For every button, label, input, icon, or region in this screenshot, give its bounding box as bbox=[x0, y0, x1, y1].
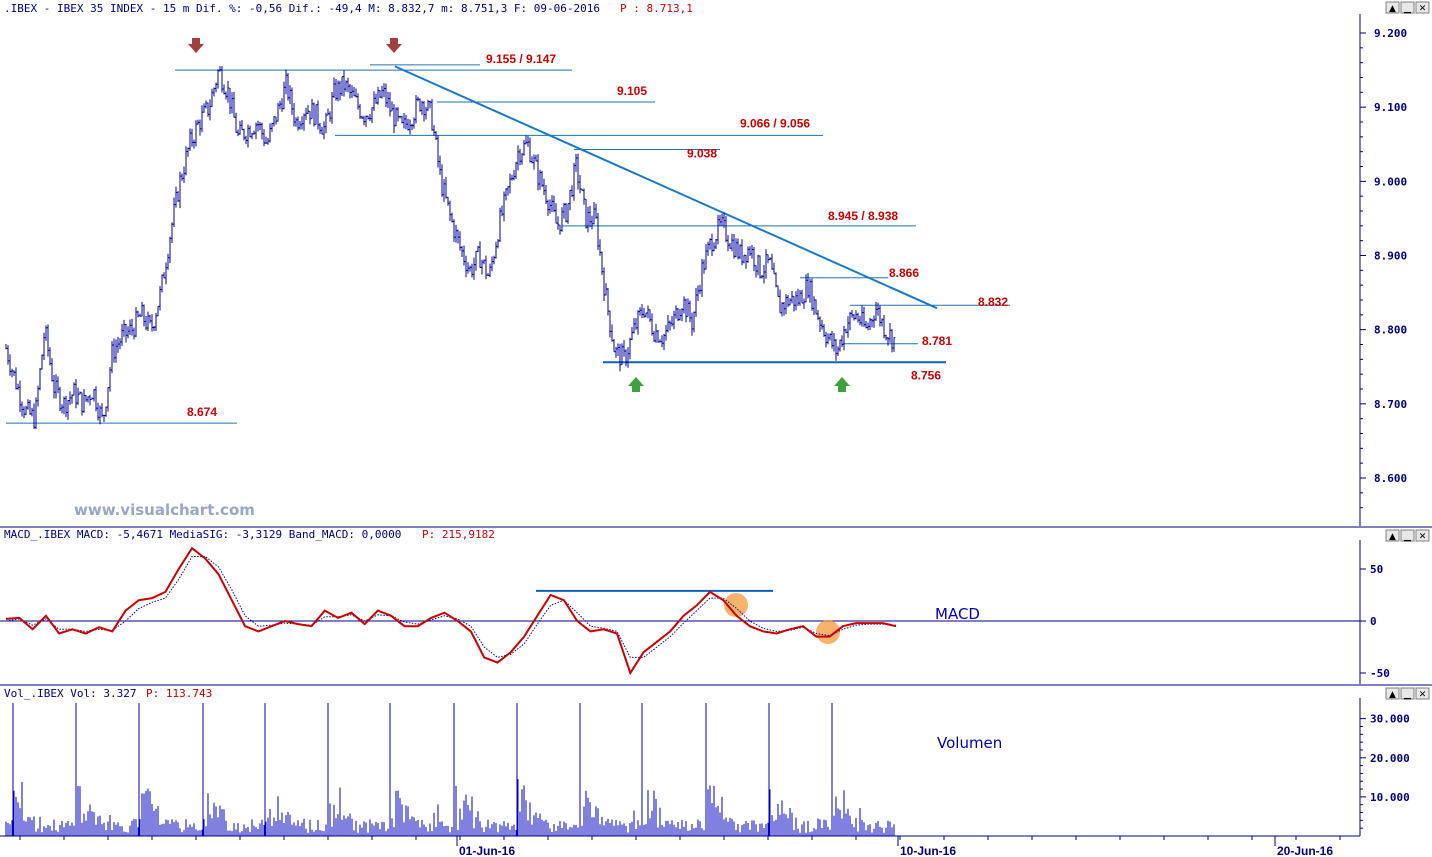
price-tick-label: 8.700 bbox=[1374, 398, 1407, 411]
volume-tick-label: 20.000 bbox=[1370, 752, 1410, 765]
support-resistance-lines bbox=[6, 64, 1010, 424]
volume-y-axis: 30.000 20.000 10.000 bbox=[1360, 713, 1410, 829]
macd-title: MACD bbox=[935, 605, 980, 623]
level-label: 9.105 bbox=[617, 84, 647, 98]
level-label: 8.756 bbox=[911, 368, 941, 382]
price-tick-label: 9.100 bbox=[1374, 101, 1407, 114]
macd-tick-label: 0 bbox=[1370, 615, 1377, 628]
level-labels: 9.155 / 9.147 9.105 9.066 / 9.056 9.038 8.94… bbox=[187, 52, 1008, 419]
macd-line bbox=[5, 546, 897, 676]
x-tick-label: 01-Jun-16 bbox=[459, 844, 515, 857]
price-bars bbox=[5, 66, 896, 430]
up-button-icon: ▲ bbox=[1389, 532, 1396, 542]
level-label: 9.038 bbox=[687, 146, 717, 160]
close-button[interactable]: ✕ bbox=[1415, 529, 1430, 542]
up-button[interactable]: ▲ bbox=[1385, 687, 1400, 700]
close-button[interactable]: ✕ bbox=[1415, 1, 1430, 14]
level-label: 8.674 bbox=[187, 405, 217, 419]
price-y-axis: 9.200 9.100 9.000 8.900 8.800 8.700 8.600 bbox=[1360, 27, 1407, 509]
minimize-button-frame bbox=[1400, 1, 1415, 14]
price-header-last: P : 8.713,1 bbox=[620, 2, 693, 15]
price-tick-label: 9.000 bbox=[1374, 175, 1407, 188]
x-tick-label: 20-Jun-16 bbox=[1277, 844, 1333, 857]
macd-tick-label: 50 bbox=[1370, 563, 1383, 576]
price-panel: 9.155 / 9.147 9.105 9.066 / 9.056 9.038 8.94… bbox=[5, 38, 1010, 430]
price-tick-label: 8.600 bbox=[1374, 472, 1407, 485]
minimize-button-frame bbox=[1400, 529, 1415, 542]
level-label: 8.945 / 8.938 bbox=[828, 209, 898, 223]
level-label: 8.866 bbox=[889, 266, 919, 280]
minimize-button[interactable]: ▁ bbox=[1400, 1, 1415, 14]
up-button-icon: ▲ bbox=[1389, 690, 1396, 700]
minimize-button[interactable]: ▁ bbox=[1400, 687, 1415, 700]
volume-tick-label: 10.000 bbox=[1370, 791, 1410, 804]
price-window-buttons: ▲ ▁ ✕ bbox=[1385, 1, 1430, 14]
volume-header-last: P: 113.743 bbox=[146, 687, 212, 700]
close-button-icon: ✕ bbox=[1419, 4, 1427, 14]
arrow-down-icon bbox=[188, 38, 204, 53]
close-button-frame bbox=[1415, 687, 1430, 700]
macd-header-last: P: 215,9182 bbox=[422, 528, 495, 541]
down-trendline bbox=[394, 65, 938, 310]
volume-tick-label: 30.000 bbox=[1370, 713, 1410, 726]
price-header: .IBEX - IBEX 35 INDEX - 15 m Dif. %: -0,… bbox=[4, 2, 600, 15]
arrow-down-icon bbox=[386, 38, 402, 53]
close-button-icon: ✕ bbox=[1419, 690, 1427, 700]
minimize-button-icon: ▁ bbox=[1403, 4, 1412, 14]
macd-tick-label: -50 bbox=[1370, 667, 1390, 680]
up-button-frame bbox=[1385, 529, 1400, 542]
close-button-frame bbox=[1415, 1, 1430, 14]
macd-highlight-circle bbox=[724, 593, 748, 617]
volume-header: Vol_.IBEX Vol: 3.327 bbox=[4, 687, 136, 700]
macd-header: MACD_.IBEX MACD: -5,4671 MediaSIG: -3,31… bbox=[4, 528, 401, 541]
level-label: 8.832 bbox=[978, 295, 1008, 309]
minimize-button-icon: ▁ bbox=[1403, 532, 1412, 542]
macd-y-axis: 50 0 -50 bbox=[1360, 563, 1390, 680]
trendline-layer bbox=[394, 65, 938, 310]
watermark: www.visualchart.com bbox=[74, 501, 255, 519]
up-button[interactable]: ▲ bbox=[1385, 529, 1400, 542]
minimize-button-frame bbox=[1400, 687, 1415, 700]
arrow-up-icon bbox=[834, 377, 850, 392]
price-tick-label: 8.900 bbox=[1374, 250, 1407, 263]
price-tick-label: 9.200 bbox=[1374, 27, 1407, 40]
macd-window-buttons: ▲ ▁ ✕ bbox=[1385, 529, 1430, 542]
x-tick-label: 10-Jun-16 bbox=[900, 844, 956, 857]
level-label: 9.155 / 9.147 bbox=[486, 52, 556, 66]
x-axis: 01-Jun-16 10-Jun-16 20-Jun-16 bbox=[19, 836, 1341, 857]
minimize-button-icon: ▁ bbox=[1403, 690, 1412, 700]
macd-highlight-circle bbox=[816, 620, 840, 644]
macd-lines bbox=[0, 546, 1360, 676]
volume-window-buttons: ▲ ▁ ✕ bbox=[1385, 687, 1430, 700]
minimize-button[interactable]: ▁ bbox=[1400, 529, 1415, 542]
volume-title: Volumen bbox=[937, 734, 1002, 752]
close-button[interactable]: ✕ bbox=[1415, 687, 1430, 700]
close-button-frame bbox=[1415, 529, 1430, 542]
up-button-frame bbox=[1385, 1, 1400, 14]
volume-bars bbox=[5, 703, 895, 836]
up-button-icon: ▲ bbox=[1389, 4, 1396, 14]
arrow-markers bbox=[188, 38, 850, 392]
level-label: 9.066 / 9.056 bbox=[740, 116, 810, 130]
arrow-up-icon bbox=[628, 377, 644, 392]
close-button-icon: ✕ bbox=[1419, 532, 1427, 542]
price-tick-label: 8.800 bbox=[1374, 324, 1407, 337]
up-button[interactable]: ▲ bbox=[1385, 1, 1400, 14]
level-label: 8.781 bbox=[922, 334, 952, 348]
up-button-frame bbox=[1385, 687, 1400, 700]
